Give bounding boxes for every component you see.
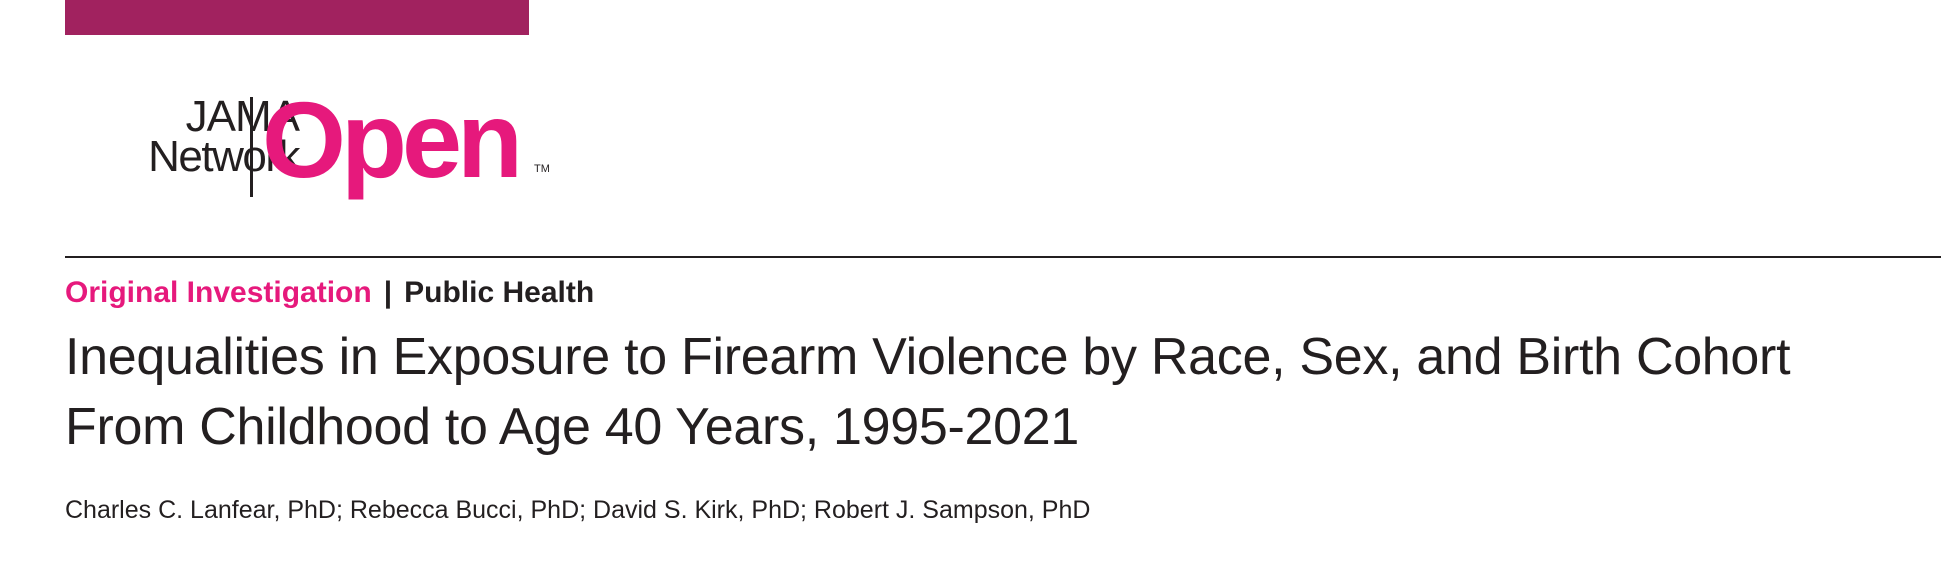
article-title: Inequalities in Exposure to Firearm Viol… [65,322,1925,462]
article-subject: Public Health [404,276,595,309]
logo-open-text: Open [262,79,523,200]
logo-trademark: TM [534,163,550,175]
article-category-row: Original Investigation | Public Health [65,273,594,313]
author-list: Charles C. Lanfear, PhD; Rebecca Bucci, … [65,496,1091,524]
article-title-line-1: Inequalities in Exposure to Firearm Viol… [65,328,1791,386]
logo-jama-text: JAMA [185,92,300,141]
logo-network-text: Network [148,132,300,181]
article-title-line-2: From Childhood to Age 40 Years, 1995-202… [65,398,1079,456]
jama-network-open-logo: JAMA Network Open TM [64,86,564,200]
article-type: Original Investigation [65,276,372,309]
header-rule [65,256,1941,258]
category-separator: | [383,276,393,309]
logo-divider [250,97,253,197]
brand-color-bar [65,0,529,35]
